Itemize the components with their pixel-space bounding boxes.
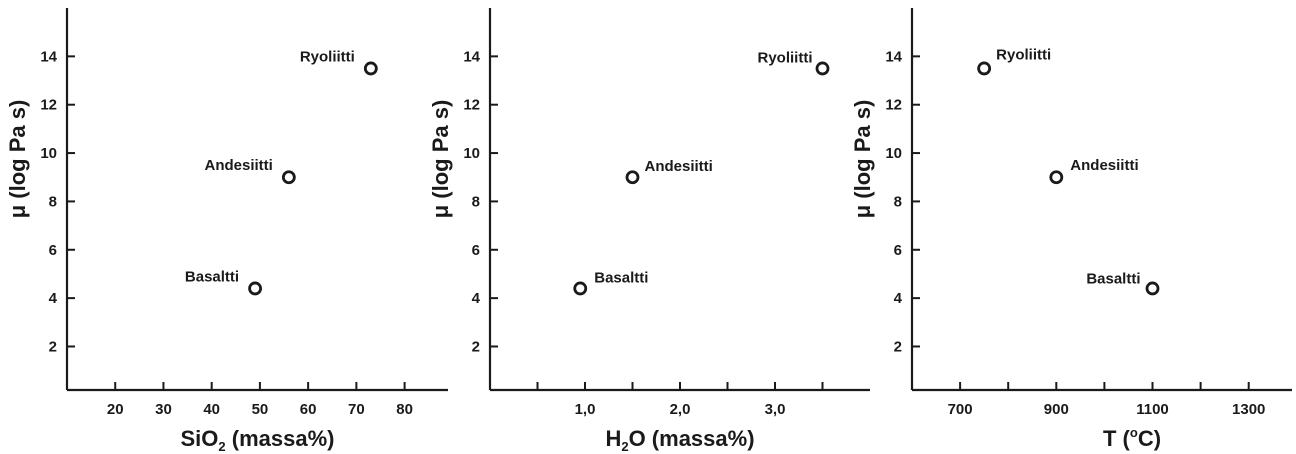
- chart-panel-3: 2 4 6 8 10 12 14 700 900 1100 1300 μ (log Pa s) T (o…: [850, 8, 1292, 451]
- y-tick-label: 10: [40, 145, 57, 162]
- x-tick-label: 70: [348, 401, 365, 418]
- x-tick-label: 50: [252, 401, 269, 418]
- y-tick-label: 14: [885, 48, 902, 65]
- data-point-basaltti: [1145, 281, 1160, 296]
- x-tick-label: 900: [1044, 401, 1069, 418]
- data-point-andesiitti: [1049, 170, 1064, 185]
- data-point-ryoliitti: [815, 61, 830, 76]
- data-point-andesiitti: [625, 170, 640, 185]
- data-label-basaltti: Basaltti: [1086, 270, 1140, 287]
- y-tick-label: 12: [463, 97, 480, 114]
- x-tick-label: 700: [948, 401, 973, 418]
- x-axis-title: H2O (massa%): [605, 426, 754, 454]
- x-tick-label: 1,0: [575, 401, 596, 418]
- y-axis-title: μ (log Pa s): [428, 100, 453, 219]
- y-tick-label: 8: [894, 193, 902, 210]
- y-tick-label: 14: [40, 48, 57, 65]
- y-tick-label: 8: [472, 193, 480, 210]
- data-point-ryoliitti: [977, 61, 992, 76]
- data-label-basaltti: Basaltti: [185, 268, 239, 285]
- y-tick-label: 6: [472, 242, 480, 259]
- data-point-andesiitti: [281, 170, 296, 185]
- y-tick-label: 14: [463, 48, 480, 65]
- y-tick-label: 10: [885, 145, 902, 162]
- data-label-andesiitti: Andesiitti: [205, 157, 273, 174]
- y-tick-label: 10: [463, 145, 480, 162]
- y-tick-label: 2: [49, 338, 57, 355]
- data-label-andesiitti: Andesiitti: [1070, 157, 1138, 174]
- data-label-basaltti: Basaltti: [594, 269, 648, 286]
- y-tick-label: 4: [49, 290, 58, 307]
- data-point-basaltti: [573, 281, 588, 296]
- data-label-ryoliitti: Ryoliitti: [300, 48, 355, 65]
- x-tick-label: 60: [300, 401, 317, 418]
- y-tick-label: 2: [894, 338, 902, 355]
- x-tick-label: 1100: [1136, 401, 1169, 418]
- data-label-andesiitti: Andesiitti: [645, 158, 713, 175]
- y-tick-label: 12: [885, 97, 902, 114]
- x-tick-label: 30: [155, 401, 172, 418]
- chart-panel-1: 2 4 6 8 10 12 14 20 30 40 50 60 70 80 μ (log Pa s) SiO2…: [5, 8, 448, 454]
- x-tick-label: 3,0: [765, 401, 786, 418]
- y-tick-label: 6: [894, 242, 902, 259]
- x-tick-label: 20: [107, 401, 124, 418]
- y-tick-label: 6: [49, 242, 57, 259]
- chart-panel-2: 2 4 6 8 10 12 14 1,0 2,0 3,0 μ (log Pa s) H2O (mass…: [428, 8, 870, 454]
- x-axis-title: T (oC): [1103, 425, 1161, 451]
- y-axis-title: μ (log Pa s): [5, 100, 30, 219]
- y-tick-label: 8: [49, 193, 57, 210]
- data-label-ryoliitti: Ryoliitti: [758, 49, 813, 66]
- x-tick-label: 80: [396, 401, 413, 418]
- x-tick-label: 1300: [1232, 401, 1265, 418]
- y-tick-label: 4: [894, 290, 903, 307]
- x-tick-label: 2,0: [670, 401, 691, 418]
- y-tick-label: 12: [40, 97, 57, 114]
- y-axis-title: μ (log Pa s): [850, 100, 875, 219]
- x-axis-title: SiO2 (massa%): [181, 426, 335, 454]
- data-label-ryoliitti: Ryoliitti: [996, 46, 1051, 63]
- data-point-ryoliitti: [363, 61, 378, 76]
- y-tick-label: 2: [472, 338, 480, 355]
- data-point-basaltti: [248, 281, 262, 296]
- x-tick-label: 40: [203, 401, 220, 418]
- y-tick-label: 4: [472, 290, 481, 307]
